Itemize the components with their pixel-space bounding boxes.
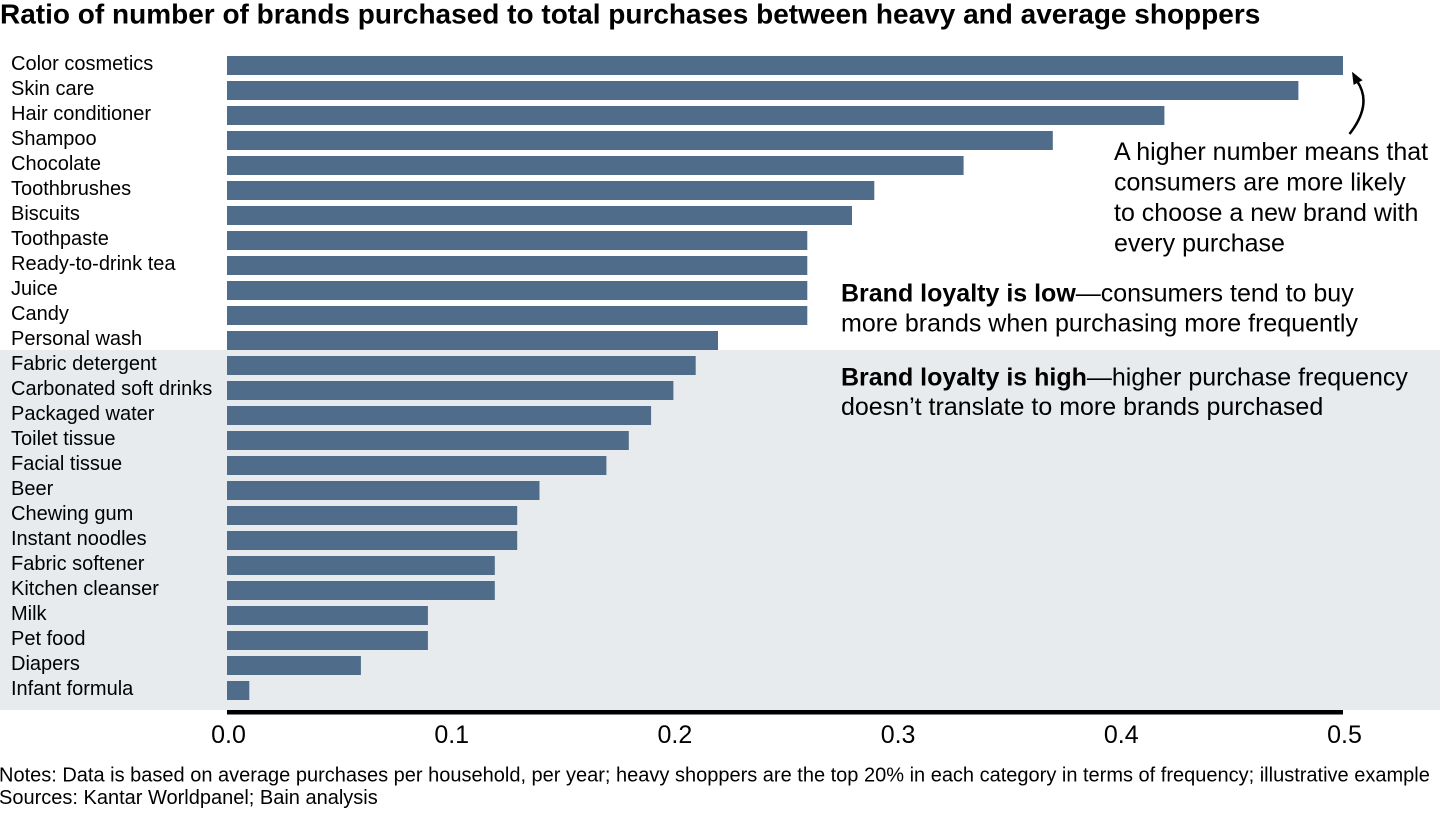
svg-text:Pet food: Pet food — [11, 628, 86, 650]
svg-text:Personal wash: Personal wash — [11, 328, 142, 350]
svg-text:Facial tissue: Facial tissue — [11, 453, 122, 475]
svg-text:Biscuits: Biscuits — [11, 203, 80, 225]
svg-text:to choose a new brand with: to choose a new brand with — [1114, 199, 1418, 227]
svg-text:0.1: 0.1 — [434, 721, 469, 749]
svg-text:0.2: 0.2 — [658, 721, 693, 749]
svg-text:Skin care: Skin care — [11, 78, 94, 100]
svg-text:Packaged water: Packaged water — [11, 403, 155, 425]
svg-text:Color cosmetics: Color cosmetics — [11, 53, 153, 75]
svg-text:more brands when purchasing mo: more brands when purchasing more frequen… — [841, 310, 1358, 338]
svg-text:Infant formula: Infant formula — [11, 678, 134, 700]
svg-text:doesn’t translate to more bran: doesn’t translate to more brands purchas… — [841, 393, 1323, 421]
svg-text:Brand loyalty is low—consumers: Brand loyalty is low—consumers tend to b… — [841, 280, 1354, 308]
svg-text:0.0: 0.0 — [211, 721, 246, 749]
svg-text:Ready-to-drink tea: Ready-to-drink tea — [11, 253, 176, 275]
svg-text:Shampoo: Shampoo — [11, 128, 97, 150]
svg-text:Toothpaste: Toothpaste — [11, 228, 109, 250]
svg-text:Kitchen cleanser: Kitchen cleanser — [11, 578, 159, 600]
svg-text:Carbonated soft drinks: Carbonated soft drinks — [11, 378, 212, 400]
svg-text:Toilet tissue: Toilet tissue — [11, 428, 116, 450]
svg-text:Notes: Data is based on averag: Notes: Data is based on average purchase… — [0, 765, 1430, 787]
svg-text:Chewing gum: Chewing gum — [11, 503, 133, 525]
svg-text:Sources: Kantar Worldpanel; Ba: Sources: Kantar Worldpanel; Bain analysi… — [0, 787, 378, 809]
svg-text:0.5: 0.5 — [1327, 721, 1362, 749]
svg-text:Fabric detergent: Fabric detergent — [11, 353, 157, 375]
svg-text:Juice: Juice — [11, 278, 58, 300]
svg-text:0.3: 0.3 — [881, 721, 916, 749]
svg-text:Milk: Milk — [11, 603, 48, 625]
svg-text:Candy: Candy — [11, 303, 69, 325]
svg-text:Ratio of number of brands purc: Ratio of number of brands purchased to t… — [0, 0, 1260, 30]
svg-text:Fabric softener: Fabric softener — [11, 553, 145, 575]
svg-text:0.4: 0.4 — [1104, 721, 1139, 749]
svg-text:Diapers: Diapers — [11, 653, 80, 675]
svg-text:Chocolate: Chocolate — [11, 153, 101, 175]
svg-text:every purchase: every purchase — [1114, 230, 1285, 258]
svg-text:Brand loyalty is high—higher p: Brand loyalty is high—higher purchase fr… — [841, 364, 1408, 392]
svg-text:consumers are more likely: consumers are more likely — [1114, 169, 1406, 197]
svg-text:Instant noodles: Instant noodles — [11, 528, 147, 550]
svg-text:Toothbrushes: Toothbrushes — [11, 178, 131, 200]
svg-text:A higher number means that: A higher number means that — [1114, 138, 1428, 166]
svg-text:Hair conditioner: Hair conditioner — [11, 103, 151, 125]
svg-text:Beer: Beer — [11, 478, 54, 500]
